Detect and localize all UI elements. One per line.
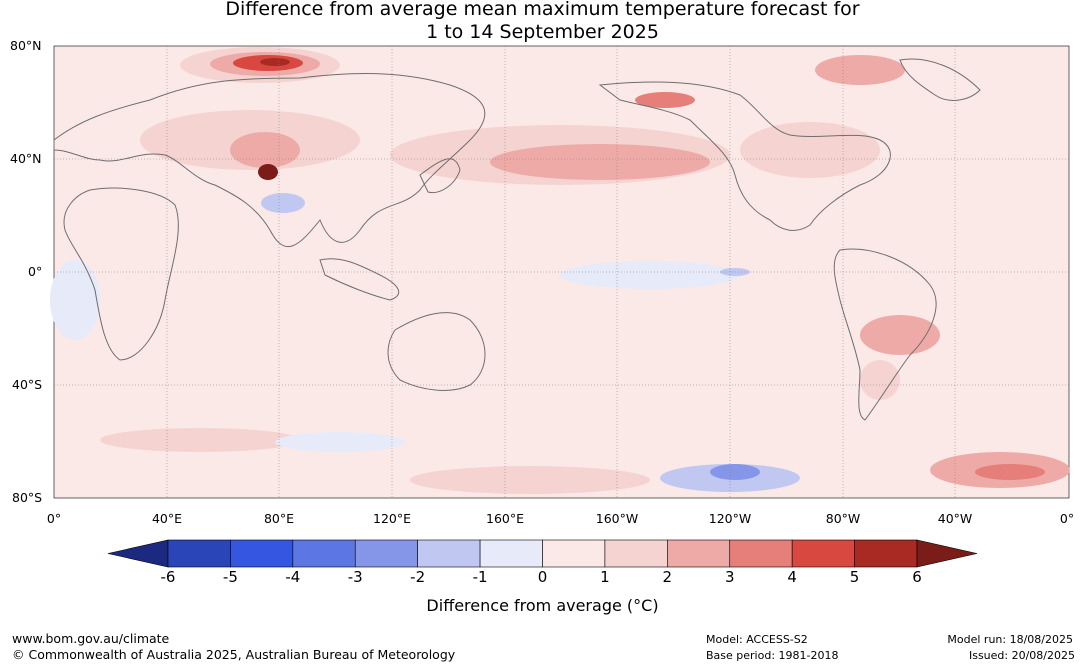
lon-label-0-east: 0° — [1059, 511, 1075, 526]
colour-bar-tick-label: -4 — [285, 568, 301, 586]
colour-bar-tick-label: 1 — [600, 568, 610, 586]
colour-bar-tick-label: 6 — [912, 568, 922, 586]
footer-issued: Issued: 20/08/2025 — [968, 649, 1075, 662]
lon-label-80e: 80°E — [263, 511, 295, 526]
colour-bar-cell — [167, 539, 231, 568]
colour-bar-cell — [604, 539, 668, 568]
lat-label-equator: 0° — [28, 264, 43, 279]
lon-label-160w: 160°W — [595, 511, 639, 526]
colour-bar-tick-label: 0 — [537, 568, 548, 586]
colour-bar-cell — [791, 539, 855, 568]
footer-model: Model: ACCESS-S2 — [706, 633, 808, 646]
lat-label-80n: 80°N — [10, 38, 42, 53]
gridlines — [54, 46, 1069, 498]
lon-label-120e: 120°E — [372, 511, 412, 526]
footer-url[interactable]: www.bom.gov.au/climate — [12, 631, 170, 646]
colour-bar-cell — [729, 539, 793, 568]
map-title-line-2: 1 to 14 September 2025 — [426, 21, 659, 43]
colour-bar-tick-label: -2 — [410, 568, 426, 586]
lon-label-80w: 80°W — [825, 511, 861, 526]
colour-bar-tick-label: 3 — [724, 568, 735, 586]
lon-label-40e: 40°E — [151, 511, 183, 526]
lon-label-0: 0° — [46, 511, 62, 526]
colour-bar-cell — [854, 539, 918, 568]
footer-model-run: Model run: 18/08/2025 — [947, 633, 1073, 646]
colour-bar-cell — [417, 539, 481, 568]
lon-label-120w: 120°W — [708, 511, 752, 526]
footer-base-period: Base period: 1981-2018 — [706, 649, 839, 662]
lat-label-40s: 40°S — [12, 377, 43, 392]
lat-label-40n: 40°N — [10, 151, 42, 166]
colour-bar-tick-label: 5 — [849, 568, 860, 586]
footer-copyright: © Commonwealth of Australia 2025, Austra… — [12, 647, 456, 662]
colour-bar-title: Difference from average (°C) — [426, 596, 659, 615]
lon-label-160e: 160°E — [485, 511, 525, 526]
colour-bar-tick-label: -1 — [472, 568, 488, 586]
colour-bar-cell — [667, 539, 731, 568]
colour-bar-cell — [230, 539, 294, 568]
map-title-line-1: Difference from average mean maximum tem… — [225, 0, 860, 20]
temperature-anomaly-map — [50, 45, 1070, 499]
colour-bar-tick-label: -6 — [160, 568, 176, 586]
colour-bar-cell — [479, 539, 543, 568]
colour-bar-cell — [354, 539, 418, 568]
colour-bar-tick-label: -3 — [347, 568, 363, 586]
colour-bar-extend-low — [107, 539, 169, 568]
colour-bar-tick-label: 2 — [662, 568, 673, 586]
lat-label-80s: 80°S — [12, 490, 43, 505]
colour-bar-tick-label: -5 — [222, 568, 238, 586]
colour-bar-tick-label: 4 — [787, 568, 797, 586]
colour-bar-cell — [542, 539, 606, 568]
coastlines — [53, 58, 981, 421]
colour-bar-cell — [292, 539, 356, 568]
lon-label-40w: 40°W — [937, 511, 973, 526]
colour-bar-extend-high — [916, 539, 978, 568]
